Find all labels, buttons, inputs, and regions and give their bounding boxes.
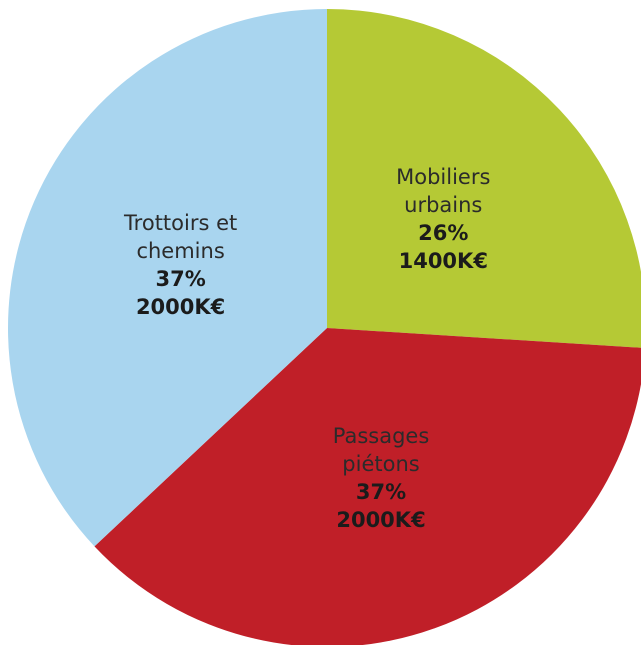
value-label: 26% bbox=[418, 220, 469, 245]
pie-slice bbox=[7, 9, 327, 547]
value-label: 37% bbox=[355, 480, 407, 505]
slice-label: Trottoirs et chemins 37% 2000K€ bbox=[106, 209, 256, 321]
category-label: Mobiliers urbains bbox=[396, 164, 491, 217]
amount-label: 2000K€ bbox=[135, 294, 226, 319]
amount-label: 2000K€ bbox=[336, 508, 426, 533]
pie-slice bbox=[327, 9, 641, 348]
slice-label: Passages piétons 37% 2000K€ bbox=[306, 422, 456, 534]
slice-label: Mobiliers urbains 26% 1400K€ bbox=[368, 163, 518, 275]
category-label: Trottoirs et chemins bbox=[123, 210, 238, 263]
value-label: 37% bbox=[155, 266, 206, 291]
category-label: Passages piétons bbox=[332, 424, 430, 477]
pie-slice bbox=[94, 328, 641, 645]
amount-label: 1400K€ bbox=[398, 248, 488, 273]
